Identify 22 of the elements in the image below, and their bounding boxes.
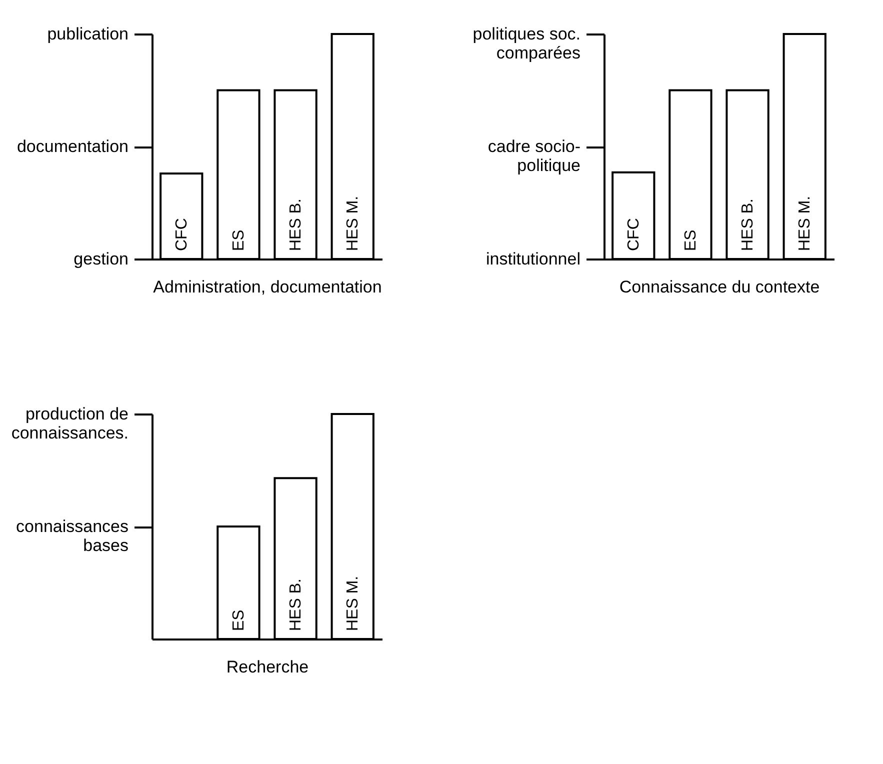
text: politiques soc. comparées [472, 24, 580, 62]
x-tick-label: CFC [625, 218, 642, 251]
x-tick-label: CFC [173, 218, 190, 251]
x-tick-label: ES [230, 230, 248, 251]
text: production de connaissances. [11, 404, 128, 442]
text: connaissances bases [16, 517, 128, 555]
x-tick-label: HES M. [344, 576, 362, 631]
text: documentation [16, 137, 128, 156]
text: publication [47, 24, 128, 44]
text: institutionnel [486, 250, 580, 268]
text: cadre socio- politique [488, 137, 580, 175]
x-tick-label: HES B. [288, 578, 305, 631]
x-axis-title: Connaissance du contexte [619, 278, 820, 296]
x-tick-label: ES [682, 230, 700, 251]
x-tick-label: ES [230, 610, 248, 631]
x-tick-label: HES M. [344, 196, 362, 251]
x-axis-title: Recherche [226, 658, 309, 676]
x-tick-label: HES M. [796, 196, 814, 251]
text: gestion [74, 250, 128, 268]
x-axis-title: Administration, documentation [153, 278, 382, 296]
x-tick-label: HES B. [288, 198, 305, 251]
x-tick-label: HES B. [740, 198, 757, 251]
